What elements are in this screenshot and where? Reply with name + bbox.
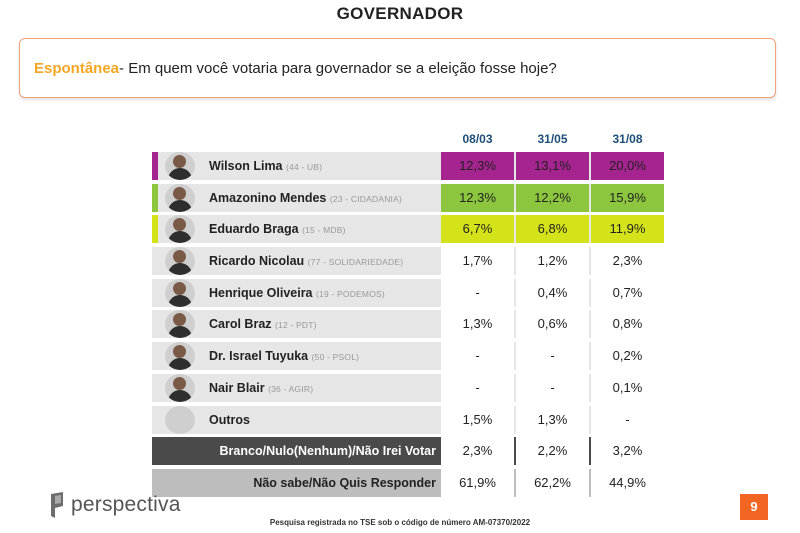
- candidate-avatar: [165, 215, 195, 244]
- value-cell: 13,1%: [516, 152, 589, 180]
- value-cell: 0,2%: [591, 342, 664, 371]
- candidate-name: Dr. Israel Tuyuka (50 - PSOL): [209, 349, 360, 364]
- candidate-avatar: [165, 152, 195, 180]
- total-label: Não sabe/Não Quis Responder: [253, 475, 436, 490]
- date-header: 08/03: [462, 132, 493, 146]
- value-cell: 1,3%: [441, 310, 514, 339]
- candidate-name: Outros: [209, 412, 250, 427]
- value-cell: 11,9%: [591, 215, 664, 244]
- value-cell: 2,2%: [516, 437, 589, 466]
- results-table: Wilson Lima (44 - UB) 12,3% 13,1% 20,0% Amaz…: [152, 152, 664, 501]
- value-cell: 1,7%: [441, 247, 514, 276]
- value-cell: 6,8%: [516, 215, 589, 244]
- page-number: 9: [740, 494, 768, 520]
- value-cell: -: [441, 373, 514, 402]
- value-cell: -: [516, 342, 589, 371]
- table-row: Eduardo Braga (15 - MDB) 6,7% 6,8% 11,9%: [152, 215, 664, 244]
- value-cell: 0,8%: [591, 310, 664, 339]
- candidate-name: Wilson Lima (44 - UB): [209, 159, 323, 173]
- candidate-avatar: [165, 342, 195, 371]
- candidate-avatar: [165, 247, 195, 276]
- perspectiva-logo: perspectiva: [48, 492, 181, 518]
- candidate-avatar: [165, 278, 195, 307]
- candidate-name: Nair Blair (36 - AGIR): [209, 380, 314, 395]
- candidate-name: Carol Braz (12 - PDT): [209, 317, 317, 332]
- value-cell: 3,2%: [591, 437, 664, 466]
- value-cell: 1,5%: [441, 405, 514, 434]
- candidate-party: (50 - PSOL): [311, 352, 360, 363]
- value-cell: 0,6%: [516, 310, 589, 339]
- value-cell: 2,3%: [591, 247, 664, 276]
- color-marker: [152, 152, 158, 180]
- candidate-party: (36 - AGIR): [268, 383, 314, 394]
- value-cell: 1,2%: [516, 247, 589, 276]
- value-cell: 2,3%: [441, 437, 514, 466]
- candidate-avatar: [165, 183, 195, 212]
- value-cell: 44,9%: [591, 468, 664, 497]
- value-cell: -: [591, 405, 664, 434]
- value-cell: 0,4%: [516, 278, 589, 307]
- table-row: Henrique Oliveira (19 - PODEMOS) -0,4% 0,7…: [152, 278, 664, 307]
- question-text: - Em quem você votaria para governador s…: [119, 59, 557, 77]
- value-cell: -: [441, 342, 514, 371]
- value-cell: 15,9%: [591, 183, 664, 212]
- candidate-name: Henrique Oliveira (19 - PODEMOS): [209, 285, 385, 300]
- total-label: Branco/Nulo(Nenhum)/Não Irei Votar: [219, 444, 436, 459]
- candidate-party: (19 - PODEMOS): [316, 288, 385, 299]
- page-title: GOVERNADOR: [336, 4, 464, 23]
- candidate-name: Amazonino Mendes (23 - CIDADANIA): [209, 190, 403, 205]
- logo-text: perspectiva: [71, 493, 181, 516]
- total-row: Branco/Nulo(Nenhum)/Não Irei Votar 2,3% 2,…: [152, 437, 664, 466]
- value-cell: 12,3%: [441, 183, 514, 212]
- value-cell: 6,7%: [441, 215, 514, 244]
- value-cell: -: [516, 373, 589, 402]
- value-cell: -: [441, 278, 514, 307]
- date-header: 31/08: [612, 132, 643, 146]
- date-headers: 08/03 31/05 31/08: [441, 132, 666, 146]
- value-cell: 0,1%: [591, 373, 664, 402]
- candidate-avatar: [165, 405, 195, 434]
- candidate-party: (23 - CIDADANIA): [329, 193, 403, 204]
- value-cell: 12,2%: [516, 183, 589, 212]
- value-cell: 12,3%: [441, 152, 514, 180]
- candidate-avatar: [165, 373, 195, 402]
- candidate-party: (12 - PDT): [275, 320, 317, 331]
- candidate-avatar: [165, 310, 195, 339]
- question-box: Espontânea - Em quem você votaria para g…: [19, 38, 776, 98]
- total-row: Não sabe/Não Quis Responder 61,9% 62,2% 44,…: [152, 468, 664, 497]
- color-marker: [152, 183, 158, 212]
- color-marker: [152, 215, 158, 244]
- candidate-party: (77 - SOLIDARIEDADE): [307, 257, 404, 268]
- logo-icon: [51, 492, 63, 518]
- date-header: 31/05: [537, 132, 568, 146]
- table-row: Carol Braz (12 - PDT) 1,3% 0,6% 0,8%: [152, 310, 664, 339]
- value-cell: 20,0%: [591, 152, 664, 180]
- candidate-party: (44 - UB): [286, 162, 323, 172]
- table-row: Wilson Lima (44 - UB) 12,3% 13,1% 20,0%: [152, 152, 664, 180]
- value-cell: 0,7%: [591, 278, 664, 307]
- table-row: Outros 1,5% 1,3% -: [152, 405, 664, 434]
- table-row: Ricardo Nicolau (77 - SOLIDARIEDADE) 1,7%…: [152, 247, 664, 276]
- table-row: Amazonino Mendes (23 - CIDADANIA) 12,3% 12…: [152, 183, 664, 212]
- footer-note: Pesquisa registrada no TSE sob o código …: [269, 518, 531, 527]
- question-tag: Espontânea: [34, 59, 120, 77]
- candidate-party: (15 - MDB): [302, 225, 346, 236]
- candidate-name: Ricardo Nicolau (77 - SOLIDARIEDADE): [209, 254, 404, 269]
- candidate-name: Eduardo Braga (15 - MDB): [209, 222, 346, 237]
- table-row: Dr. Israel Tuyuka (50 - PSOL) - -0,2%: [152, 342, 664, 371]
- value-cell: 1,3%: [516, 405, 589, 434]
- value-cell: 62,2%: [516, 468, 589, 497]
- table-row: Nair Blair (36 - AGIR) - -0,1%: [152, 373, 664, 402]
- value-cell: 61,9%: [441, 468, 514, 497]
